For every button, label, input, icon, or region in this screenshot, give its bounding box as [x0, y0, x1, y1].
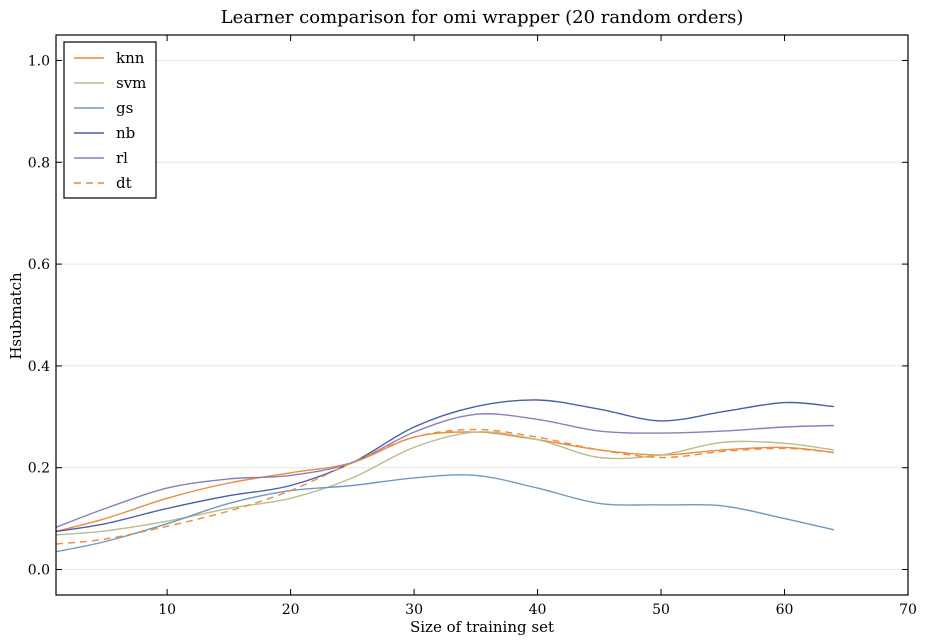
legend-label-svm: svm [116, 74, 146, 92]
y-tick-label: 1.0 [28, 53, 50, 69]
legend-label-nb: nb [116, 124, 135, 142]
legend: knn svm gs nb rl dt [63, 41, 157, 199]
x-tick-label: 60 [776, 602, 794, 618]
x-tick-label: 20 [282, 602, 300, 618]
x-axis-label: Size of training set [410, 618, 554, 636]
y-tick-label: 0.6 [28, 257, 50, 273]
axis-ticks: 10 20 30 40 50 60 70 0.0 0.2 0.4 0.6 0.8 1.0 [28, 35, 917, 618]
series-line-knn [55, 431, 834, 533]
gridlines [56, 59, 908, 571]
series-line-svm [55, 431, 834, 536]
series-line-dt [55, 428, 834, 545]
x-tick-label: 10 [158, 602, 176, 618]
x-tick-label: 40 [529, 602, 547, 618]
y-tick-label: 0.2 [28, 461, 50, 477]
legend-box [63, 41, 157, 199]
y-tick-label: 0.4 [28, 359, 50, 375]
series-line-nb [55, 399, 834, 533]
legend-label-rl: rl [116, 149, 128, 167]
legend-label-gs: gs [116, 99, 133, 117]
x-tick-label: 30 [405, 602, 423, 618]
legend-label-knn: knn [116, 49, 145, 67]
y-tick-label: 0.8 [28, 155, 50, 171]
x-tick-label: 50 [652, 602, 670, 618]
chart-title: Learner comparison for omi wrapper (20 r… [221, 7, 744, 28]
x-tick-label: 70 [899, 602, 917, 618]
series-line-rl [55, 413, 834, 528]
series-lines [55, 399, 835, 553]
y-tick-label: 0.0 [28, 563, 50, 579]
legend-label-dt: dt [116, 174, 132, 192]
plot-area-frame [55, 34, 909, 596]
series-line-gs [55, 474, 835, 553]
y-axis-label: Hsubmatch [7, 272, 25, 360]
